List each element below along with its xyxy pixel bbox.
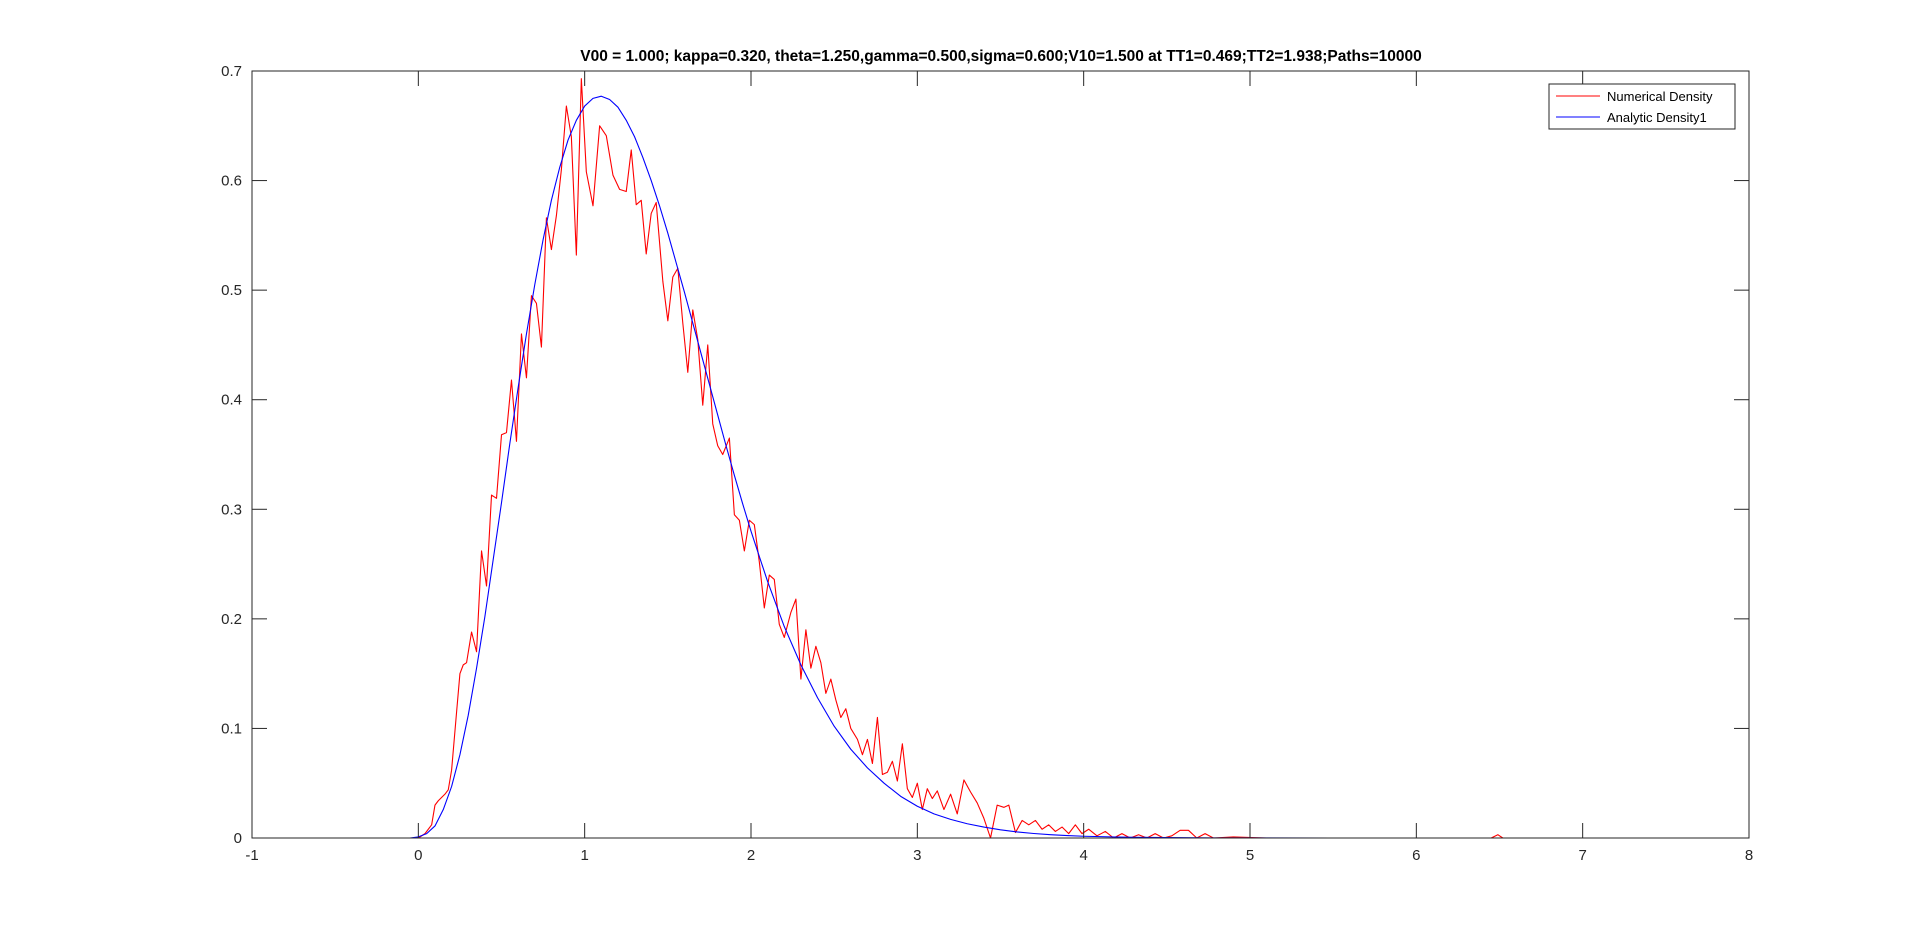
x-tick-label: 2 (747, 847, 755, 864)
axes-box (251, 70, 1750, 839)
legend: Numerical Density Analytic Density1 (1548, 83, 1736, 130)
chart-title: V00 = 1.000; kappa=0.320, theta=1.250,ga… (580, 48, 1421, 65)
x-tick-label: -1 (245, 847, 258, 864)
series-analytic-density (388, 95, 1638, 839)
y-tick-label: 0.2 (221, 611, 242, 628)
x-tick-label: 7 (1578, 847, 1586, 864)
x-tick-label: 6 (1412, 847, 1420, 864)
y-tick-label: 0.5 (221, 282, 242, 299)
axis-tick-labels: -1 0 1 2 3 4 5 6 7 800.10.20.30.40.50.60.7 (221, 63, 1753, 864)
legend-label-numerical: Numerical Density (1607, 89, 1713, 104)
plot-lines (388, 78, 1638, 839)
series-numerical-density (418, 78, 1504, 839)
y-tick-label: 0.6 (221, 173, 242, 190)
y-tick-label: 0.4 (221, 392, 242, 409)
x-tick-label: 4 (1079, 847, 1087, 864)
y-tick-label: 0.7 (221, 63, 242, 80)
x-tick-label: 8 (1745, 847, 1753, 864)
x-tick-label: 1 (580, 847, 588, 864)
x-tick-label: 3 (913, 847, 921, 864)
y-tick-label: 0 (234, 830, 242, 847)
y-tick-label: 0.1 (221, 720, 242, 737)
axis-ticks (251, 70, 1750, 839)
x-tick-label: 0 (414, 847, 422, 864)
legend-box (1548, 83, 1736, 130)
x-tick-label: 5 (1246, 847, 1254, 864)
legend-label-analytic: Analytic Density1 (1607, 110, 1707, 125)
y-tick-label: 0.3 (221, 501, 242, 518)
